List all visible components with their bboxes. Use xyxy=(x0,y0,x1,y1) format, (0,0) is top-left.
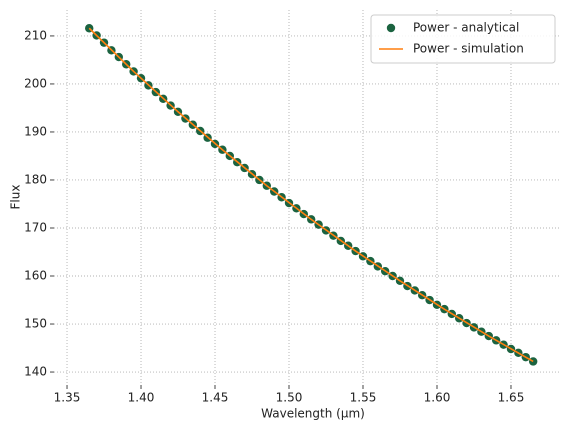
x-tick-label: 1.45 xyxy=(202,391,229,405)
x-tick-label: 1.35 xyxy=(54,391,81,405)
x-axis-label: Wavelength (μm) xyxy=(261,407,365,421)
x-tick-label: 1.60 xyxy=(424,391,451,405)
y-tick-label: 150 xyxy=(24,317,47,331)
y-tick-label: 200 xyxy=(24,76,47,90)
y-tick-label: 160 xyxy=(24,269,47,283)
x-tick-label: 1.65 xyxy=(498,391,525,405)
line xyxy=(88,27,534,363)
x-tick-label: 1.50 xyxy=(276,391,303,405)
legend-box xyxy=(370,14,556,64)
y-tick-label: 180 xyxy=(24,172,47,186)
y-tick-label: 170 xyxy=(24,220,47,234)
y-tick-label: 140 xyxy=(24,365,47,379)
legend-label: Power - simulation xyxy=(413,42,524,56)
legend-label: Power - analytical xyxy=(413,21,519,35)
x-tick-label: 1.40 xyxy=(128,391,155,405)
y-tick-label: 190 xyxy=(24,124,47,138)
y-tick-label: 210 xyxy=(24,28,47,42)
legend-marker xyxy=(386,23,396,33)
y-axis-label: Flux xyxy=(9,185,23,210)
x-tick-label: 1.55 xyxy=(350,391,377,405)
